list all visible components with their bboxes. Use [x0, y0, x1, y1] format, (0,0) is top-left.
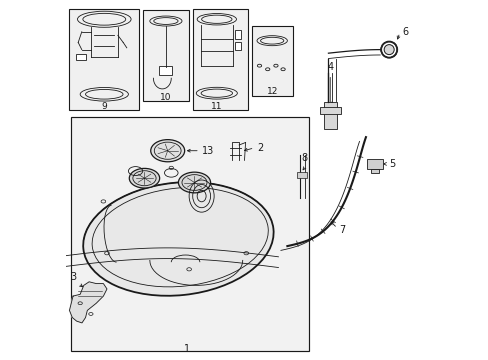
Text: 4: 4 — [326, 62, 333, 72]
Text: 7: 7 — [339, 225, 345, 235]
Bar — [69, 9, 139, 111]
Bar — [234, 30, 241, 39]
Bar — [251, 26, 292, 96]
Bar — [142, 10, 189, 102]
Text: 9: 9 — [101, 102, 107, 111]
Bar — [76, 54, 86, 60]
Text: 13: 13 — [202, 146, 214, 156]
Ellipse shape — [83, 182, 273, 296]
Bar — [370, 168, 378, 173]
Text: 8: 8 — [301, 153, 307, 163]
Bar — [319, 108, 340, 114]
Polygon shape — [69, 282, 107, 323]
Text: 2: 2 — [257, 143, 263, 153]
Text: 10: 10 — [160, 93, 171, 102]
Text: 5: 5 — [389, 159, 395, 169]
Text: 11: 11 — [211, 102, 222, 111]
Text: 12: 12 — [266, 87, 277, 96]
Ellipse shape — [150, 140, 184, 162]
Ellipse shape — [129, 168, 160, 188]
Text: 3: 3 — [70, 272, 76, 282]
Ellipse shape — [384, 45, 393, 55]
Bar — [234, 42, 241, 50]
Bar — [366, 158, 382, 169]
Bar — [71, 117, 308, 351]
Bar — [323, 103, 336, 129]
Ellipse shape — [178, 172, 210, 193]
Text: 1: 1 — [184, 343, 190, 354]
Bar — [192, 9, 247, 111]
Bar — [159, 66, 172, 75]
Text: 6: 6 — [402, 27, 407, 37]
Bar — [297, 172, 307, 178]
